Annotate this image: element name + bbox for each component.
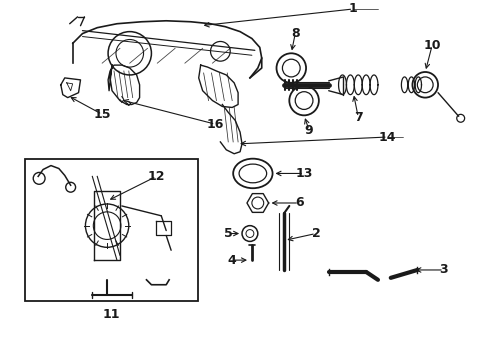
Text: 14: 14 [378, 131, 396, 144]
Text: 13: 13 [295, 167, 312, 180]
Text: 9: 9 [304, 123, 313, 136]
Text: 1: 1 [348, 3, 357, 15]
Text: 10: 10 [423, 39, 440, 52]
Text: 5: 5 [224, 227, 232, 240]
Text: 11: 11 [102, 308, 120, 321]
Text: 3: 3 [439, 264, 447, 276]
Text: 12: 12 [147, 170, 165, 183]
Text: 2: 2 [311, 227, 320, 240]
Text: 16: 16 [206, 118, 224, 131]
Text: 7: 7 [353, 111, 362, 124]
Bar [25, 159, 197, 301]
Text: 8: 8 [290, 27, 299, 40]
Text: 15: 15 [93, 108, 111, 121]
Text: 4: 4 [227, 253, 236, 267]
Text: 6: 6 [294, 197, 303, 210]
